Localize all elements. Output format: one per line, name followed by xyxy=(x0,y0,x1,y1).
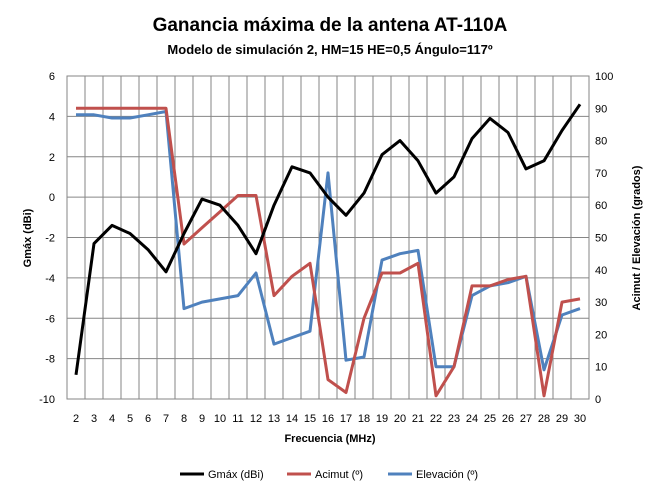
y2-tick-label: 0 xyxy=(595,394,601,406)
x-tick-label: 11 xyxy=(232,413,243,425)
y2-tick-label: 70 xyxy=(595,168,607,180)
y2-tick-label: 90 xyxy=(595,103,607,115)
x-tick-label: 28 xyxy=(538,413,550,425)
x-tick-label: 6 xyxy=(145,413,151,425)
y2-tick-label: 10 xyxy=(595,362,607,374)
x-tick-label: 23 xyxy=(448,413,460,425)
y-tick-label: -2 xyxy=(45,233,55,245)
series-line-elevacion xyxy=(76,110,581,372)
x-tick-label: 17 xyxy=(340,413,352,425)
series-line-acimut xyxy=(76,106,581,398)
y2-tick-label: 20 xyxy=(595,329,607,341)
y2-tick-label: 40 xyxy=(595,265,607,277)
y-tick-label: 6 xyxy=(49,71,55,83)
legend-label: Acimut (º) xyxy=(315,469,363,481)
x-tick-label: 13 xyxy=(268,413,280,425)
x-tick-label: 25 xyxy=(484,413,496,425)
legend-label: Elevación (º) xyxy=(416,469,478,481)
x-tick-label: 14 xyxy=(286,413,298,425)
y2-tick-label: 50 xyxy=(595,233,607,245)
y-tick-label: 2 xyxy=(49,152,55,164)
x-tick-label: 26 xyxy=(502,413,514,425)
x-tick-label: 19 xyxy=(376,413,388,425)
x-tick-label: 5 xyxy=(127,413,133,425)
chart-subtitle: Modelo de simulación 2, HM=15 HE=0,5 Áng… xyxy=(167,42,492,57)
x-tick-label: 18 xyxy=(358,413,370,425)
x-tick-label: 29 xyxy=(556,413,568,425)
y2-tick-label: 100 xyxy=(595,71,613,83)
x-tick-label: 21 xyxy=(412,413,424,425)
x-tick-label: 7 xyxy=(163,413,169,425)
y-tick-label: -4 xyxy=(45,273,55,285)
y2-tick-label: 80 xyxy=(595,136,607,148)
x-tick-label: 22 xyxy=(430,413,442,425)
y2-tick-label: 60 xyxy=(595,200,607,212)
x-tick-label: 3 xyxy=(91,413,97,425)
legend-label: Gmáx (dBi) xyxy=(208,469,264,481)
y-tick-label: -6 xyxy=(45,313,55,325)
x-tick-label: 16 xyxy=(322,413,334,425)
x-tick-label: 12 xyxy=(250,413,262,425)
y-tick-label: 4 xyxy=(49,111,55,123)
x-tick-label: 20 xyxy=(394,413,406,425)
x-tick-label: 2 xyxy=(73,413,79,425)
grid-lines xyxy=(66,75,590,400)
y-axis-label: Gmáx (dBi) xyxy=(22,208,34,267)
x-tick-label: 10 xyxy=(214,413,226,425)
y-tick-label: 0 xyxy=(49,192,55,204)
x-tick-label: 30 xyxy=(574,413,586,425)
y2-tick-label: 30 xyxy=(595,297,607,309)
x-tick-label: 8 xyxy=(181,413,187,425)
chart-title: Ganancia máxima de la antena AT-110A xyxy=(153,15,508,36)
x-tick-label: 24 xyxy=(466,413,478,425)
series-lines xyxy=(74,103,582,398)
x-tick-label: 9 xyxy=(199,413,205,425)
y-tick-label: -10 xyxy=(39,394,55,406)
x-tick-label: 15 xyxy=(304,413,316,425)
y2-axis-label: Acimut / Elevación (grados) xyxy=(631,165,643,310)
legend: Gmáx (dBi) Acimut (º) Elevación (º) xyxy=(180,469,478,481)
x-axis-label: Frecuencia (MHz) xyxy=(284,433,375,445)
x-tick-label: 27 xyxy=(520,413,532,425)
series-line-gmax-dbi xyxy=(74,103,582,376)
x-tick-label: 4 xyxy=(109,413,115,425)
y-tick-label: -8 xyxy=(45,354,55,366)
plot-area xyxy=(66,75,590,400)
